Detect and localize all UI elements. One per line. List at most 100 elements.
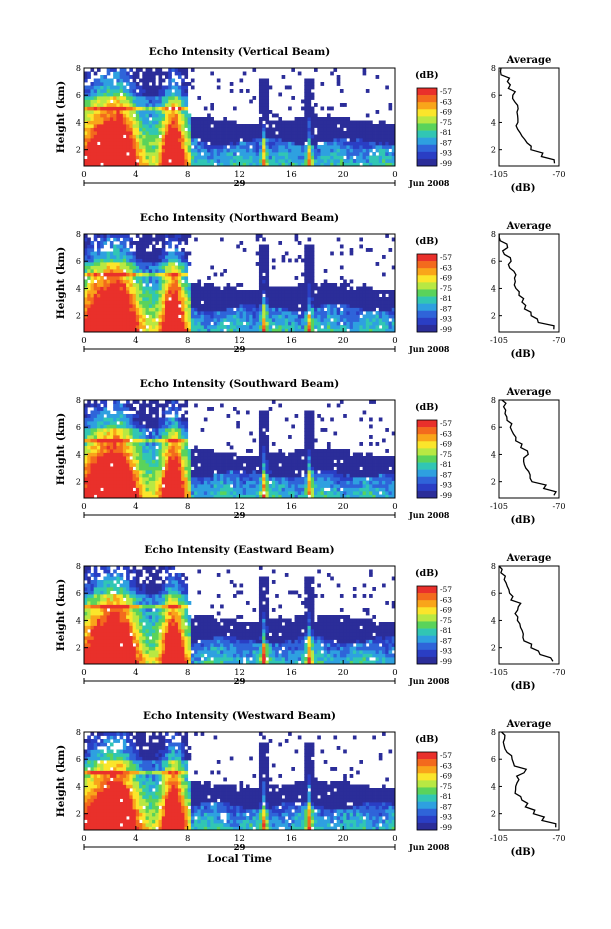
heatmap-cell: [249, 477, 253, 481]
heatmap-cell: [135, 417, 140, 422]
heatmap-cell: [213, 120, 218, 125]
heatmap-cell: [177, 424, 182, 429]
heatmap-cell: [168, 241, 172, 245]
heatmap-cell: [245, 477, 250, 481]
heatmap-cell: [103, 113, 108, 118]
heatmap-cell: [109, 449, 114, 453]
heatmap-cell: [271, 148, 276, 153]
heatmap-cell: [129, 279, 133, 284]
heatmap-cell: [249, 152, 253, 156]
heatmap-cell: [158, 248, 163, 252]
heatmap-cell: [336, 162, 341, 167]
heatmap-cell: [265, 103, 270, 107]
heatmap-cell: [275, 314, 279, 319]
heatmap-cell: [109, 68, 114, 72]
heatmap-cell: [294, 456, 299, 460]
heatmap-cell: [200, 286, 205, 291]
heatmap-cell: [233, 473, 237, 478]
heatmap-cell: [388, 321, 393, 326]
heatmap-cell: [245, 321, 250, 326]
heatmap-cell: [323, 283, 328, 287]
heatmap-cell: [336, 141, 341, 146]
y-tick-label: 4: [76, 284, 81, 293]
heatmap-cell: [126, 421, 130, 425]
heatmap-cell: [96, 265, 101, 270]
heatmap-cell: [100, 325, 104, 329]
heatmap-cell: [297, 314, 302, 319]
heatmap-cell: [158, 321, 163, 326]
heatmap-cell: [265, 283, 270, 287]
heatmap-cell: [158, 290, 163, 294]
heatmap-cell: [87, 162, 91, 167]
heatmap-cell: [103, 318, 108, 322]
heatmap-cell: [135, 456, 140, 460]
heatmap-cell: [210, 452, 214, 457]
heatmap-cell: [119, 258, 124, 263]
heatmap-cell: [158, 459, 163, 464]
heatmap-cell: [181, 155, 185, 160]
heatmap-cell: [220, 328, 224, 333]
heatmap-cell: [164, 421, 169, 425]
heatmap-cell: [213, 300, 218, 305]
heatmap-cell: [145, 480, 150, 485]
heatmap-cell: [100, 304, 104, 308]
heatmap-cell: [87, 290, 91, 294]
colorbar-tick-label: -63: [440, 263, 452, 272]
heatmap-cell: [106, 445, 111, 450]
heatmap-cell: [310, 113, 315, 118]
heatmap-cell: [362, 141, 367, 146]
heatmap-cell: [100, 255, 104, 259]
heatmap-cell: [164, 477, 169, 481]
heatmap-cell: [122, 113, 127, 118]
heatmap-cell: [122, 75, 127, 79]
heatmap-cell: [148, 99, 153, 104]
heatmap-cell: [116, 442, 121, 446]
heatmap-cell: [281, 459, 286, 464]
heatmap-cell: [220, 459, 224, 464]
heatmap-cell: [294, 127, 299, 132]
heatmap-cell: [142, 410, 146, 415]
heatmap-cell: [119, 68, 124, 72]
heatmap-cell: [181, 473, 185, 478]
heatmap-cell: [343, 138, 347, 142]
heatmap-cell: [288, 304, 292, 308]
heatmap-cell: [356, 290, 360, 294]
heatmap-cell: [265, 459, 270, 464]
heatmap-cell: [190, 141, 195, 146]
heatmap-cell: [239, 477, 244, 481]
heatmap-cell: [265, 449, 270, 453]
heatmap-cell: [161, 103, 166, 107]
heatmap-cell: [119, 417, 124, 422]
heatmap-cell: [213, 452, 218, 457]
heatmap-cell: [326, 325, 331, 329]
heatmap-cell: [385, 127, 389, 132]
heatmap-cell: [145, 442, 150, 446]
heatmap-cell: [275, 484, 279, 488]
heatmap-cell: [352, 138, 357, 142]
heatmap-cell: [181, 321, 185, 326]
heatmap-cell: [174, 400, 179, 404]
heatmap-cell: [242, 466, 247, 471]
heatmap-cell: [294, 141, 299, 146]
heatmap-cell: [139, 431, 143, 436]
heatmap-cell: [84, 414, 88, 418]
heatmap-cell: [320, 145, 325, 149]
heatmap-cell: [139, 152, 143, 156]
heatmap-cell: [103, 410, 108, 415]
heatmap-cell: [174, 417, 179, 422]
heatmap-cell: [333, 117, 338, 121]
heatmap-cell: [96, 435, 101, 439]
heatmap-cell: [135, 428, 140, 432]
heatmap-cell: [349, 162, 354, 167]
heatmap-cell: [339, 311, 344, 315]
heatmap-cell: [242, 491, 247, 495]
heatmap-cell: [262, 304, 266, 308]
heatmap-cell: [284, 314, 289, 319]
heatmap-cell: [148, 445, 153, 450]
heatmap-cell: [129, 421, 133, 425]
heatmap-cell: [291, 459, 295, 464]
colorbar-swatch: [417, 102, 437, 110]
heatmap-cell: [135, 300, 140, 305]
heatmap-cell: [129, 251, 133, 256]
heatmap-cell: [113, 491, 117, 495]
